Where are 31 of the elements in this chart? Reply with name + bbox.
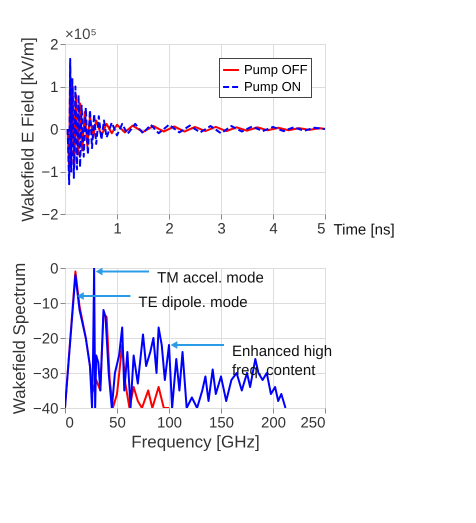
x-axis-title: Time [ns] (334, 222, 395, 238)
y-axis-title: Wakefield E Field [kV/m] (18, 37, 38, 222)
y-tick-label: −2 (41, 206, 58, 224)
x-tick-label: 2 (165, 220, 174, 238)
y-tick-label: 0 (50, 260, 58, 278)
x-tick-label: 5 (317, 220, 326, 238)
x-tick-label: 0 (66, 414, 74, 432)
y-tick-label: −10 (33, 296, 58, 312)
y-tick-label: 0 (50, 122, 58, 138)
annotation: TM accel. mode (157, 270, 264, 286)
y-tick-label: −40 (33, 400, 58, 418)
x-tick-label: 200 (260, 414, 286, 432)
y-tick-label: −1 (41, 164, 58, 181)
legend-label: Pump ON (244, 79, 302, 94)
line-series (66, 58, 325, 186)
legend-label: Pump OFF (244, 62, 308, 77)
x-axis-title: Frequency [GHz] (131, 432, 260, 452)
y-tick-label: −30 (33, 366, 58, 382)
x-tick-label: 1 (113, 220, 122, 238)
x-tick-label: 100 (156, 414, 182, 432)
y-tick-label: 2 (50, 36, 58, 54)
y-axis-title: Wakefield Spectrum (10, 262, 30, 414)
x-tick-label: 4 (269, 220, 278, 238)
y-tick-label: 1 (50, 79, 58, 96)
x-tick-label: 3 (217, 220, 226, 238)
x-tick-label: 150 (208, 414, 234, 432)
text: ×10⁵ (65, 26, 97, 43)
x-tick-label: 250 (300, 414, 326, 432)
annotation: TE dipole. mode (138, 294, 248, 311)
y-tick-label: −20 (33, 330, 58, 348)
x-tick-label: 50 (109, 414, 126, 432)
